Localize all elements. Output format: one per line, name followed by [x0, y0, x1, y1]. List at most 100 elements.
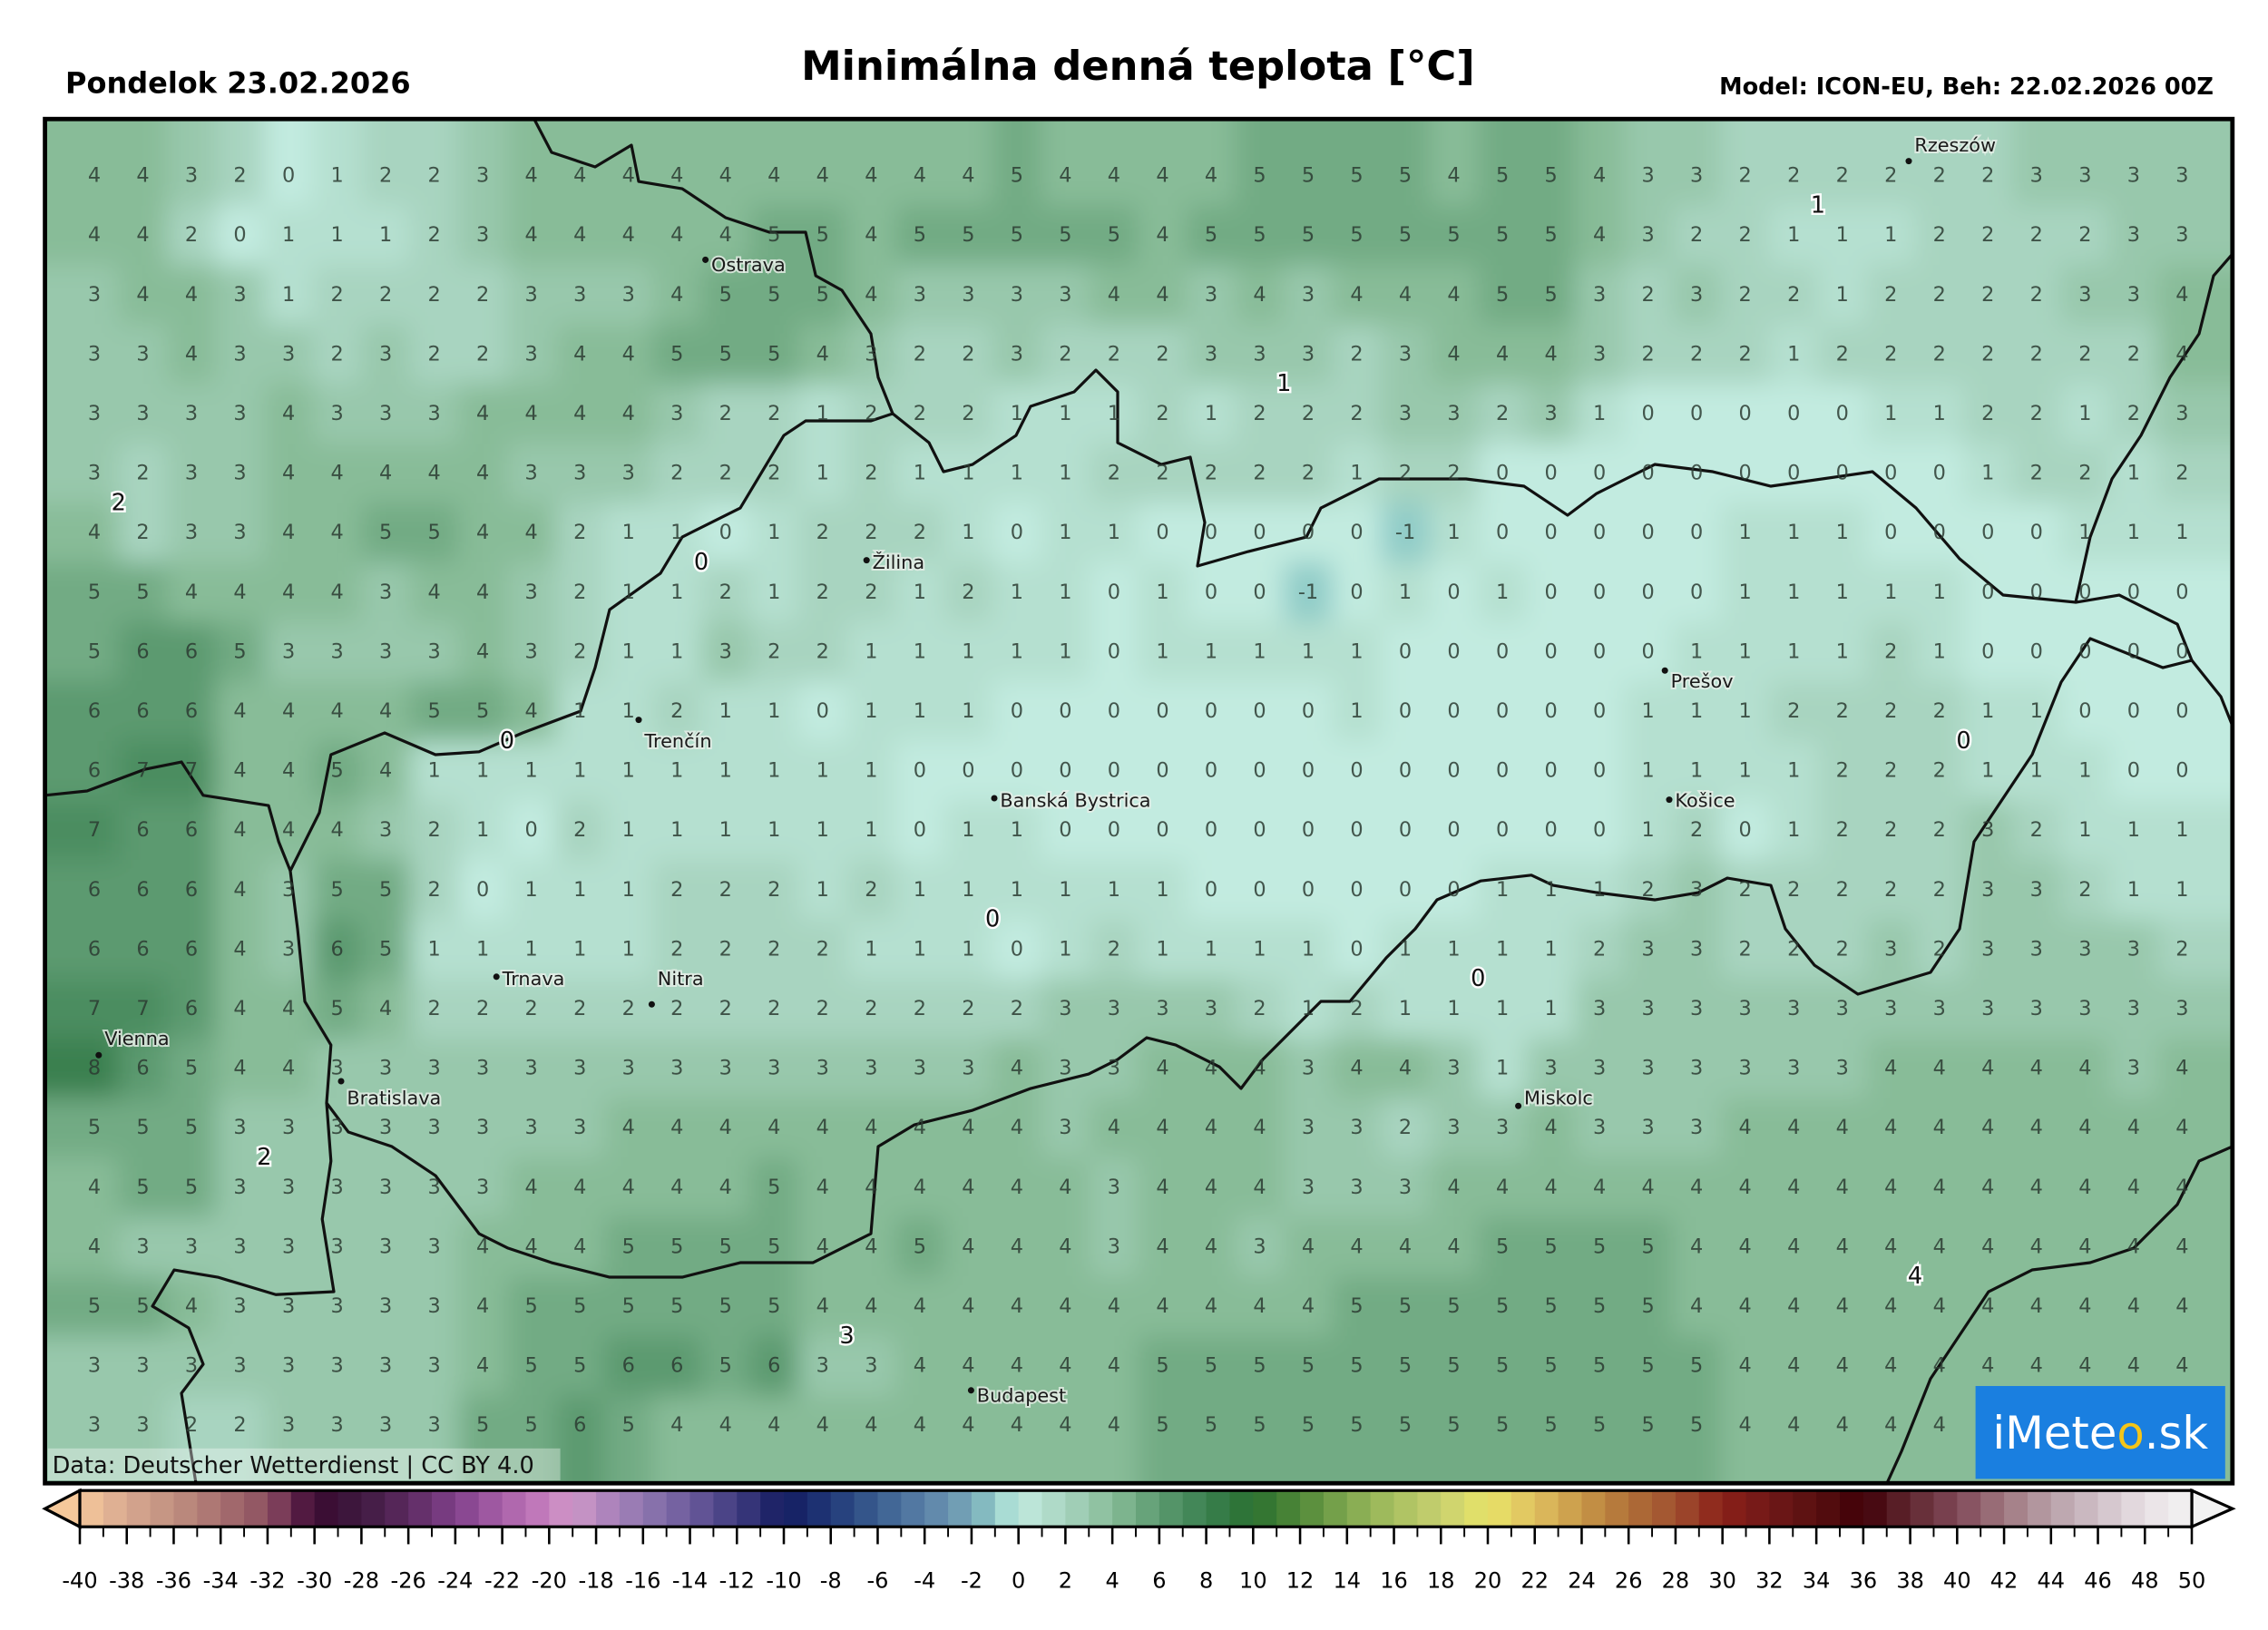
grid-value: 4	[1011, 1176, 1023, 1199]
temperature-cell	[1866, 800, 1917, 862]
grid-value: 4	[1836, 1176, 1849, 1199]
grid-value: 3	[962, 1057, 974, 1080]
temperature-cell	[1720, 919, 1772, 981]
grid-value: 4	[865, 283, 877, 307]
temperature-cell	[44, 562, 121, 624]
grid-value: 1	[622, 699, 635, 723]
temperature-cell	[409, 205, 460, 267]
grid-value: 1	[767, 521, 780, 544]
temperature-cell	[1041, 119, 1091, 208]
grid-value: 3	[2078, 997, 2091, 1020]
temperature-cell	[1769, 443, 1820, 505]
grid-value: 0	[2127, 581, 2140, 604]
grid-value: 4	[767, 1116, 780, 1139]
grid-value: 4	[1933, 1235, 1946, 1258]
temperature-cell	[2109, 503, 2160, 564]
temperature-cell	[1187, 324, 1237, 386]
colorbar-tick-label: -26	[391, 1567, 426, 1593]
colorbar-tick-label: -2	[961, 1567, 982, 1593]
temperature-cell	[1526, 562, 1577, 624]
temperature-cell	[409, 324, 460, 386]
colorbar-bin	[2004, 1490, 2028, 1528]
grid-value: 1	[1059, 462, 1071, 485]
grid-value: 2	[1059, 342, 1071, 366]
temperature-cell	[409, 1038, 460, 1100]
grid-value: 1	[1350, 462, 1363, 485]
temperature-cell	[1041, 800, 1091, 862]
temperature-cell	[1478, 324, 1529, 386]
temperature-cell	[312, 384, 363, 445]
colorbar-tick-label: -20	[532, 1567, 567, 1593]
temperature-cell	[118, 384, 169, 445]
grid-value: 2	[719, 878, 732, 902]
temperature-cell	[215, 265, 266, 327]
grid-value: 0	[1399, 818, 1412, 842]
grid-value: 4	[379, 759, 392, 783]
grid-value: 6	[330, 937, 343, 961]
grid-value: 5	[1447, 1354, 1460, 1378]
temperature-cell	[1187, 384, 1237, 445]
temperature-cell	[798, 324, 849, 386]
temperature-cell	[1623, 205, 1674, 267]
temperature-cell	[118, 860, 169, 922]
colorbar-bin	[385, 1490, 409, 1528]
grid-value: 1	[1447, 521, 1460, 544]
grid-value: 4	[1884, 1116, 1897, 1139]
grid-value: 3	[330, 639, 343, 663]
temperature-cell	[846, 621, 897, 683]
temperature-cell	[44, 205, 121, 267]
grid-value: 0	[1156, 699, 1168, 723]
temperature-cell	[167, 1098, 218, 1159]
grid-value: 4	[1981, 1354, 1994, 1378]
grid-value: 0	[1787, 402, 1800, 425]
temperature-cell	[409, 443, 460, 505]
temperature-cell	[506, 860, 558, 922]
grid-value: 4	[1156, 1057, 1168, 1080]
temperature-cell	[1769, 562, 1820, 624]
grid-value: 1	[622, 581, 635, 604]
temperature-cell	[1575, 324, 1626, 386]
grid-value: 2	[670, 878, 683, 902]
temperature-cell	[798, 503, 849, 564]
colorbar-bin	[619, 1490, 644, 1528]
grid-value: 2	[865, 402, 877, 425]
grid-value: 1	[1108, 402, 1120, 425]
temperature-cell	[1866, 562, 1917, 624]
temperature-cell	[1478, 621, 1529, 683]
grid-value: 1	[767, 581, 780, 604]
grid-value: 2	[573, 818, 586, 842]
temperature-cell	[1720, 205, 1772, 267]
grid-value: 2	[1447, 462, 1460, 485]
temperature-cell	[1090, 205, 1140, 267]
grid-value: 1	[816, 462, 829, 485]
grid-value: 1	[1836, 581, 1849, 604]
temperature-cell	[361, 1157, 412, 1219]
grid-value: 5	[476, 1413, 489, 1437]
grid-value: 2	[1884, 639, 1897, 663]
grid-value: 1	[2127, 521, 2140, 544]
temperature-cell	[1769, 503, 1820, 564]
grid-value: 0	[1253, 581, 1266, 604]
grid-value: 4	[88, 164, 101, 188]
grid-value: 2	[428, 164, 441, 188]
model-run-info: Model: ICON-EU, Beh: 22.02.2026 00Z	[1719, 73, 2214, 101]
city-label: Žilina	[873, 551, 925, 573]
grid-value: 4	[233, 581, 246, 604]
grid-value: 4	[2127, 1294, 2140, 1318]
colorbar-bin	[1300, 1490, 1325, 1528]
grid-value: 3	[1253, 1235, 1266, 1258]
temperature-cell	[2012, 265, 2063, 327]
grid-value: 5	[1399, 1413, 1412, 1437]
grid-value: 3	[1059, 997, 1071, 1020]
grid-value: 0	[1593, 639, 1606, 663]
temperature-cell	[1769, 860, 1820, 922]
colorbar-tick-label: -10	[766, 1567, 801, 1593]
colorbar-bin	[150, 1490, 175, 1528]
temperature-cell	[2012, 1157, 2063, 1219]
temperature-cell	[1575, 205, 1626, 267]
grid-value: 2	[719, 462, 732, 485]
grid-value: 3	[1642, 997, 1655, 1020]
grid-value: 3	[379, 1413, 392, 1437]
temperature-cell	[749, 1216, 800, 1278]
temperature-cell	[1915, 860, 1966, 922]
